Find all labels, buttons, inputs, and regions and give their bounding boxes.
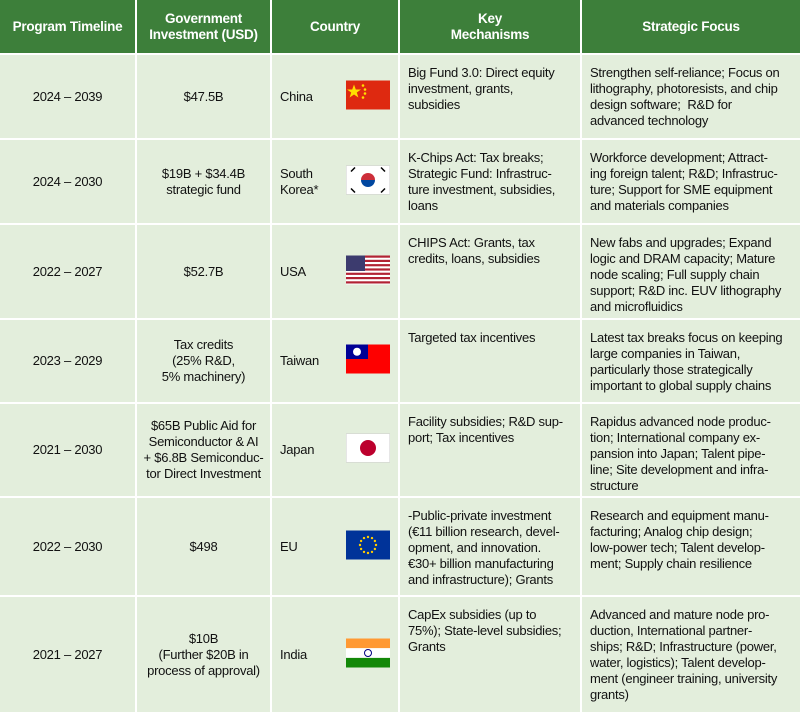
cell-text: Big Fund 3.0: Direct equity investment, … (408, 65, 555, 112)
table-cell: $19B + $34.4B strategic fund (137, 140, 272, 225)
cell-text: $65B Public Aid for Semiconductor & AI +… (143, 418, 264, 481)
table-cell: Advanced and mature node pro- duction, I… (582, 597, 800, 714)
header-cell: Country (272, 0, 400, 55)
table-cell: China (272, 55, 400, 140)
cell-text: Government Investment (USD) (149, 10, 258, 42)
cell-text: 2024 – 2039 (32, 88, 103, 104)
cell-text: 2022 – 2027 (32, 263, 103, 279)
header-cell: Government Investment (USD) (137, 0, 272, 55)
cell-text: $10B (Further $20B in process of approva… (147, 630, 260, 678)
flag (346, 638, 390, 671)
table-cell: New fabs and upgrades; Expand logic and … (582, 225, 800, 320)
cell-text: Strengthen self-reliance; Focus on litho… (590, 65, 780, 128)
table-cell: Strengthen self-reliance; Focus on litho… (582, 55, 800, 140)
header-cell: Program Timeline (0, 0, 137, 55)
table-cell: -Public-private investment (€11 billion … (400, 498, 582, 597)
cell-text: Tax credits (25% R&D, 5% machinery) (161, 337, 246, 384)
flag (346, 255, 390, 288)
cell-text: Taiwan (280, 353, 319, 368)
table-cell: Targeted tax incentives (400, 320, 582, 404)
table-cell: Research and equipment manu- facturing; … (582, 498, 800, 597)
table-cell: CHIPS Act: Grants, tax credits, loans, s… (400, 225, 582, 320)
cell-text: $47.5B (183, 88, 224, 104)
flag (345, 164, 391, 198)
cell-text: Country (310, 18, 360, 34)
cell-text: Facility subsidies; R&D sup- port; Tax i… (408, 414, 563, 445)
cell-text: CHIPS Act: Grants, tax credits, loans, s… (408, 235, 540, 266)
cell-text: Workforce development; Attract- ing fore… (590, 150, 778, 213)
table-cell: Big Fund 3.0: Direct equity investment, … (400, 55, 582, 140)
table-cell: $10B (Further $20B in process of approva… (137, 597, 272, 714)
cell-text: $19B + $34.4B strategic fund (161, 165, 246, 197)
flag (346, 530, 390, 563)
cell-text: India (280, 646, 307, 662)
table-cell: EU (272, 498, 400, 597)
cell-text: 2022 – 2030 (32, 538, 103, 554)
cell-text: -Public-private investment (€11 billion … (408, 508, 560, 587)
cell-text: Latest tax breaks focus on keeping large… (590, 330, 783, 393)
flag (345, 433, 391, 467)
cell-text: K-Chips Act: Tax breaks; Strategic Fund:… (408, 150, 556, 213)
cell-text: 2023 – 2029 (32, 353, 103, 368)
table-cell: 2023 – 2029 (0, 320, 137, 404)
table-cell: India (272, 597, 400, 714)
table-cell: 2021 – 2027 (0, 597, 137, 714)
cell-text: Advanced and mature node pro- duction, I… (590, 607, 778, 702)
table-cell: USA (272, 225, 400, 320)
table-cell: Workforce development; Attract- ing fore… (582, 140, 800, 225)
table-cell: $47.5B (137, 55, 272, 140)
table-cell: Japan (272, 404, 400, 498)
cell-text: $498 (189, 538, 218, 554)
cell-text: Key Mechanisms (450, 10, 530, 42)
table-cell: 2022 – 2030 (0, 498, 137, 597)
cell-text: Targeted tax incentives (408, 330, 536, 345)
cell-text: China (280, 88, 313, 104)
table-cell: CapEx subsidies (up to 75%); State-level… (400, 597, 582, 714)
table-cell: 2022 – 2027 (0, 225, 137, 320)
cell-text: 2024 – 2030 (32, 173, 103, 189)
cell-text: Strategic Focus (642, 18, 740, 34)
cell-text: $52.7B (183, 263, 224, 279)
table-cell: Taiwan (272, 320, 400, 404)
cell-text: EU (280, 538, 298, 554)
flag (346, 80, 390, 113)
table-cell: 2024 – 2030 (0, 140, 137, 225)
table-cell: K-Chips Act: Tax breaks; Strategic Fund:… (400, 140, 582, 225)
cell-text: 2021 – 2030 (32, 442, 103, 457)
table-cell: $65B Public Aid for Semiconductor & AI +… (137, 404, 272, 498)
cell-text: Rapidus advanced node produc- tion; Inte… (590, 414, 771, 493)
cell-text: Program Timeline (12, 18, 123, 34)
table-cell: Rapidus advanced node produc- tion; Inte… (582, 404, 800, 498)
cell-text: New fabs and upgrades; Expand logic and … (590, 235, 782, 314)
table-cell: 2024 – 2039 (0, 55, 137, 140)
cell-text: CapEx subsidies (up to 75%); State-level… (408, 607, 562, 654)
table-cell: South Korea* (272, 140, 400, 225)
cell-text: South Korea* (280, 165, 319, 197)
flag (346, 344, 390, 378)
table-cell: $52.7B (137, 225, 272, 320)
cell-text: Research and equipment manu- facturing; … (590, 508, 769, 571)
table-cell: Tax credits (25% R&D, 5% machinery) (137, 320, 272, 404)
cell-text: USA (280, 263, 306, 279)
header-cell: Key Mechanisms (400, 0, 582, 55)
cell-text: Japan (280, 442, 315, 457)
table-cell: $498 (137, 498, 272, 597)
table-cell: Facility subsidies; R&D sup- port; Tax i… (400, 404, 582, 498)
table-cell: 2021 – 2030 (0, 404, 137, 498)
cell-text: 2021 – 2027 (32, 646, 103, 662)
table-cell: Latest tax breaks focus on keeping large… (582, 320, 800, 404)
header-cell: Strategic Focus (582, 0, 800, 55)
